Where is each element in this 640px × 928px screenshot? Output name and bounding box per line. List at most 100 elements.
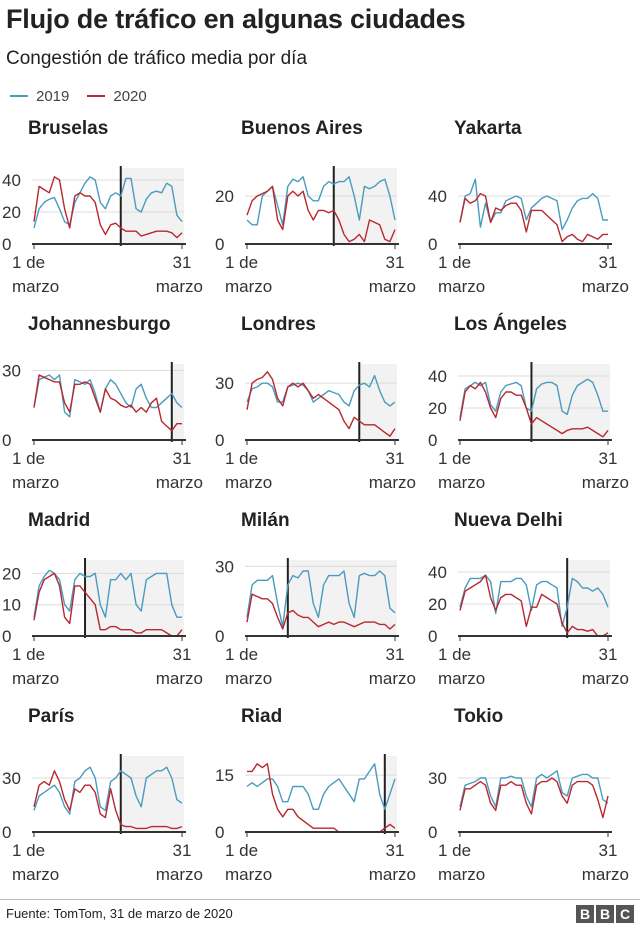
x-tick-label-end: 31: [173, 645, 192, 664]
chart-subtitle: Congestión de tráfico media por día: [6, 48, 308, 69]
x-tick-label-end: marzo: [156, 865, 203, 884]
y-tick-label: 30: [215, 374, 234, 393]
series-line-2020: [246, 371, 396, 437]
y-tick-label: 15: [215, 766, 234, 785]
y-tick-label: 0: [428, 627, 437, 646]
panel-title: Milán: [241, 510, 290, 531]
panel-title: Tokio: [454, 706, 504, 727]
y-tick-label: 0: [428, 431, 437, 450]
bbc-logo-letter: B: [576, 905, 594, 923]
panel-title: Buenos Aires: [241, 118, 363, 139]
chart-panel-buenos-aires: Buenos Aires 0 20 1 de marzo 31 marzo: [213, 118, 423, 314]
legend-label-2019: 2019: [36, 87, 70, 105]
x-tick-label-start: 1 de: [225, 449, 258, 468]
x-tick-label-end: marzo: [582, 473, 629, 492]
chart-title: Flujo de tráfico en algunas ciudades: [6, 4, 466, 34]
x-tick-label-start: marzo: [225, 277, 272, 296]
series-line-2019: [33, 176, 183, 229]
panel-title: Johannesburgo: [28, 314, 171, 335]
y-tick-label: 20: [2, 203, 21, 222]
y-tick-label: 0: [2, 235, 11, 254]
line-chart: 0 30 1 de marzo 31 marzo: [428, 769, 629, 884]
x-tick-label-start: 1 de: [12, 645, 45, 664]
chart-panel-londres: Londres 0 30 1 de marzo 31 marzo: [213, 314, 423, 510]
panel-title: Los Ángeles: [454, 314, 567, 335]
chart-panel-milan: Milán 0 30 1 de marzo 31 marzo: [213, 510, 423, 706]
y-tick-label: 0: [428, 823, 437, 842]
x-tick-label-end: marzo: [582, 277, 629, 296]
y-tick-label: 40: [2, 171, 21, 190]
x-tick-label-end: 31: [599, 841, 618, 860]
x-tick-label-end: marzo: [156, 473, 203, 492]
x-tick-label-end: marzo: [369, 865, 416, 884]
x-tick-label-end: 31: [173, 449, 192, 468]
line-chart: 0 40 1 de marzo 31 marzo: [428, 178, 629, 296]
chart-panel-tokio: Tokio 0 30 1 de marzo 31 marzo: [426, 706, 636, 902]
panel-title: Riad: [241, 706, 283, 727]
x-tick-label-end: 31: [599, 449, 618, 468]
line-chart: 0 10 20 1 de marzo 31 marzo: [2, 558, 203, 688]
y-tick-label: 0: [215, 431, 224, 450]
x-tick-label-end: marzo: [156, 669, 203, 688]
x-tick-label-start: marzo: [225, 669, 272, 688]
x-tick-label-start: 1 de: [12, 449, 45, 468]
post-measures-shading: [120, 756, 184, 832]
series-line-2019: [246, 763, 396, 811]
series-line-2019: [33, 569, 182, 618]
line-chart: 0 20 40 1 de marzo 31 marzo: [428, 362, 629, 492]
chart-panel-bruselas: Bruselas 0 20 40 1 de marzo 31 marzo: [0, 118, 210, 314]
line-chart: 0 30 1 de marzo 31 marzo: [215, 362, 416, 492]
x-tick-label-end: marzo: [369, 277, 416, 296]
post-measures-shading: [567, 560, 610, 636]
y-tick-label: 0: [215, 235, 224, 254]
series-line-2020: [246, 593, 396, 630]
x-tick-label-end: 31: [386, 841, 405, 860]
x-tick-label-start: 1 de: [225, 253, 258, 272]
series-line-2019: [33, 374, 183, 418]
y-tick-label: 30: [2, 361, 21, 380]
x-tick-label-end: marzo: [582, 669, 629, 688]
x-tick-label-start: 1 de: [12, 841, 45, 860]
x-tick-label-end: 31: [386, 645, 405, 664]
line-chart: 0 20 40 1 de marzo 31 marzo: [2, 166, 203, 296]
y-tick-label: 30: [428, 769, 447, 788]
panel-title: Bruselas: [28, 118, 109, 139]
bbc-logo-letter: C: [616, 905, 634, 923]
source-note: Fuente: TomTom, 31 de marzo de 2020: [6, 906, 233, 921]
x-tick-label-start: marzo: [438, 277, 485, 296]
series-line-2020: [33, 176, 183, 239]
x-tick-label-end: marzo: [156, 277, 203, 296]
line-chart: 0 15 1 de marzo 31 marzo: [215, 754, 416, 884]
legend: 2019 2020: [10, 86, 165, 106]
x-tick-label-end: 31: [173, 253, 192, 272]
series-line-2019: [33, 766, 183, 815]
series-line-2020: [459, 777, 609, 819]
panel-title: Madrid: [28, 510, 91, 531]
bbc-logo: B B C: [576, 905, 634, 923]
panel-title: Nueva Delhi: [454, 510, 563, 531]
x-tick-label-start: marzo: [225, 865, 272, 884]
y-tick-label: 20: [428, 595, 447, 614]
panel-title: Londres: [241, 314, 316, 335]
y-tick-label: 0: [2, 431, 11, 450]
series-line-2019: [459, 770, 609, 808]
y-tick-label: 20: [428, 399, 447, 418]
panel-title: París: [28, 706, 75, 727]
x-tick-label-start: 1 de: [438, 645, 471, 664]
chart-panel-riad: Riad 0 15 1 de marzo 31 marzo: [213, 706, 423, 902]
series-line-2020: [33, 374, 182, 432]
series-line-2019: [246, 570, 396, 628]
chart-panel-yakarta: Yakarta 0 40 1 de marzo 31 marzo: [426, 118, 636, 314]
y-tick-label: 40: [428, 563, 447, 582]
x-tick-label-start: 1 de: [438, 841, 471, 860]
x-tick-label-start: marzo: [438, 865, 485, 884]
legend-swatch-2020: [87, 95, 106, 97]
x-tick-label-start: 1 de: [438, 449, 471, 468]
x-tick-label-start: marzo: [12, 473, 59, 492]
x-tick-label-start: 1 de: [225, 841, 258, 860]
y-tick-label: 40: [428, 187, 447, 206]
y-tick-label: 30: [2, 769, 21, 788]
x-tick-label-start: marzo: [438, 473, 485, 492]
chart-panel-johannesburgo: Johannesburgo 0 30 1 de marzo 31 marzo: [0, 314, 210, 510]
x-tick-label-start: marzo: [12, 277, 59, 296]
